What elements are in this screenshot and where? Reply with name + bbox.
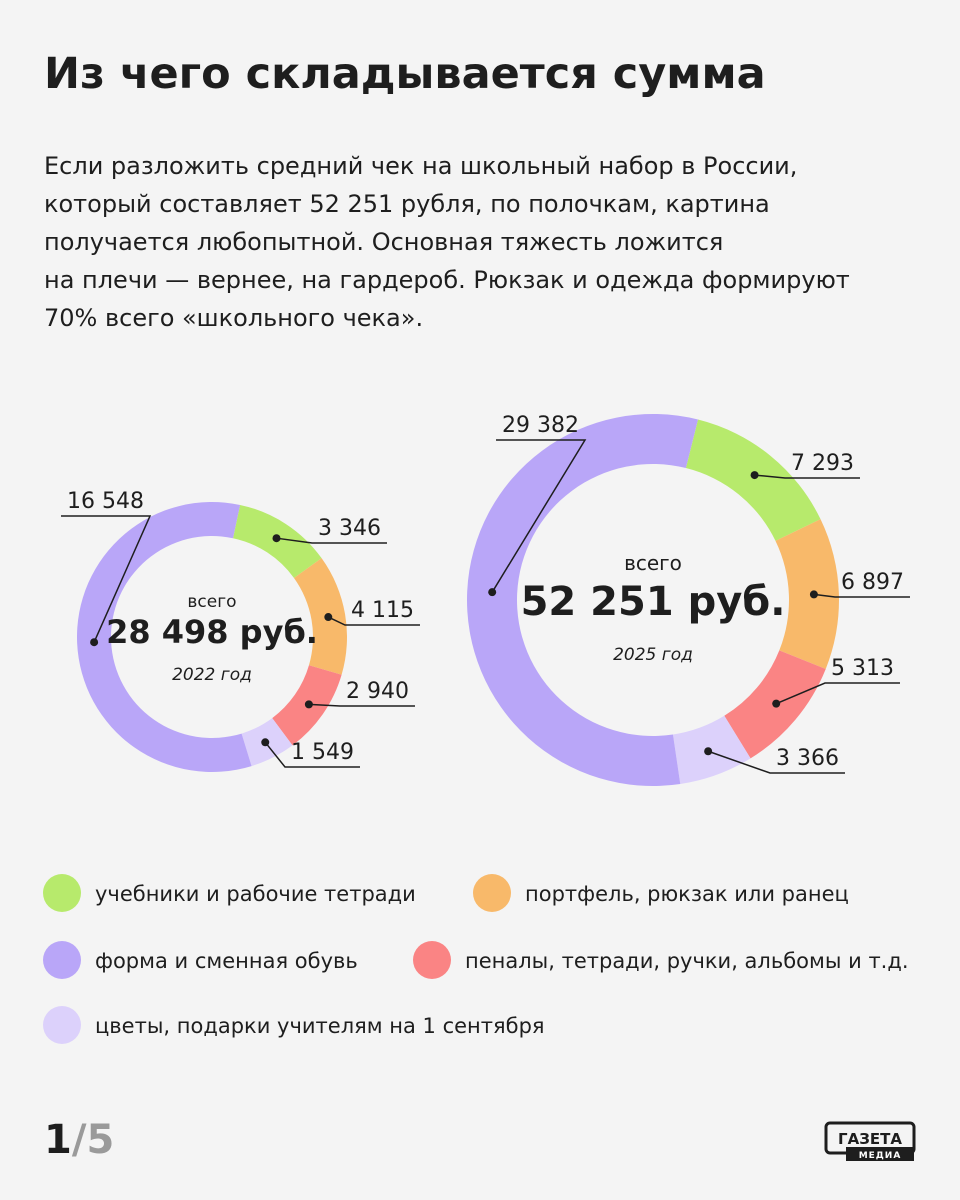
leader-line [264, 741, 360, 768]
center-year: 2022 год [172, 665, 252, 685]
value-label: 1 549 [291, 740, 354, 765]
value-label: 29 382 [502, 413, 579, 438]
leader-line [775, 682, 900, 705]
leader-dot [772, 699, 781, 708]
leader-line [61, 515, 152, 643]
leader-dot [304, 700, 313, 709]
center-total: 28 498 руб. [106, 613, 318, 651]
value-label: 3 366 [776, 746, 839, 771]
pager-rest: /5 [72, 1117, 114, 1163]
leader-line [707, 750, 845, 774]
center-year: 2025 год [613, 645, 693, 665]
legend-swatch [473, 874, 511, 912]
legend-swatch [43, 941, 81, 979]
value-label: 2 940 [346, 679, 409, 704]
center-total: 52 251 руб. [521, 579, 786, 625]
logo-bottom: МЕДИА [859, 1151, 902, 1161]
leader-dot [704, 747, 713, 756]
legend-swatch [413, 941, 451, 979]
leader-dot [488, 588, 497, 597]
description-line: Если разложить средний чек на школьный н… [44, 152, 797, 180]
leader-dot [324, 613, 333, 622]
donut-chart: 7 293 6 897 5 313 3 366 29 382 всего 52 251 ру… [466, 413, 910, 786]
description-line: на плечи — вернее, на гардероб. Рюкзак и… [44, 266, 850, 294]
legend-label: учебники и рабочие тетради [95, 882, 416, 906]
leader-dot [272, 534, 281, 543]
value-label: 16 548 [67, 489, 144, 514]
legend-label: форма и сменная обувь [95, 949, 358, 973]
legend-swatch [43, 1006, 81, 1044]
center-caption: всего [624, 551, 682, 575]
logo-band [846, 1147, 914, 1161]
description-line: получается любопытной. Основная тяжесть … [44, 228, 723, 256]
title: Из чего складывается сумма [44, 49, 766, 99]
legend: учебники и рабочие тетради портфель, рюкз… [43, 874, 909, 1044]
leader-dot [750, 471, 759, 480]
legend-label: пеналы, тетради, ручки, альбомы и т.д. [465, 949, 909, 973]
value-label: 3 346 [318, 516, 381, 541]
leader-line [754, 474, 860, 479]
leader-dot [261, 738, 270, 747]
leader-dot [90, 638, 99, 647]
center-caption: всего [187, 592, 236, 612]
leader-line [327, 616, 420, 626]
leader-line [308, 703, 415, 707]
leader-line [491, 439, 587, 593]
leader-line [813, 593, 910, 598]
logo-top: ГАЗЕТА [838, 1130, 902, 1148]
legend-label: портфель, рюкзак или ранец [525, 882, 849, 906]
donut-segment [293, 558, 347, 675]
pager-current: 1 [44, 1117, 72, 1163]
legend-label: цветы, подарки учителям на 1 сентября [95, 1014, 545, 1038]
description-line: который составляет 52 251 рубля, по поло… [44, 190, 770, 218]
donut-segment [76, 501, 252, 772]
description: Если разложить средний чек на школьный н… [44, 152, 850, 332]
donut-segment [466, 414, 698, 786]
value-label: 4 115 [351, 598, 414, 623]
leader-dot [809, 590, 818, 599]
value-label: 6 897 [841, 570, 904, 595]
pager: 1/5 [44, 1117, 114, 1163]
value-label: 7 293 [791, 451, 854, 476]
leader-line [276, 537, 387, 544]
logo: ГАЗЕТА МЕДИА [824, 1121, 916, 1161]
description-line: 70% всего «школьного чека». [44, 304, 423, 332]
value-label: 5 313 [831, 656, 894, 681]
legend-swatch [43, 874, 81, 912]
donut-segment [775, 519, 839, 669]
donut-segment [685, 419, 821, 541]
